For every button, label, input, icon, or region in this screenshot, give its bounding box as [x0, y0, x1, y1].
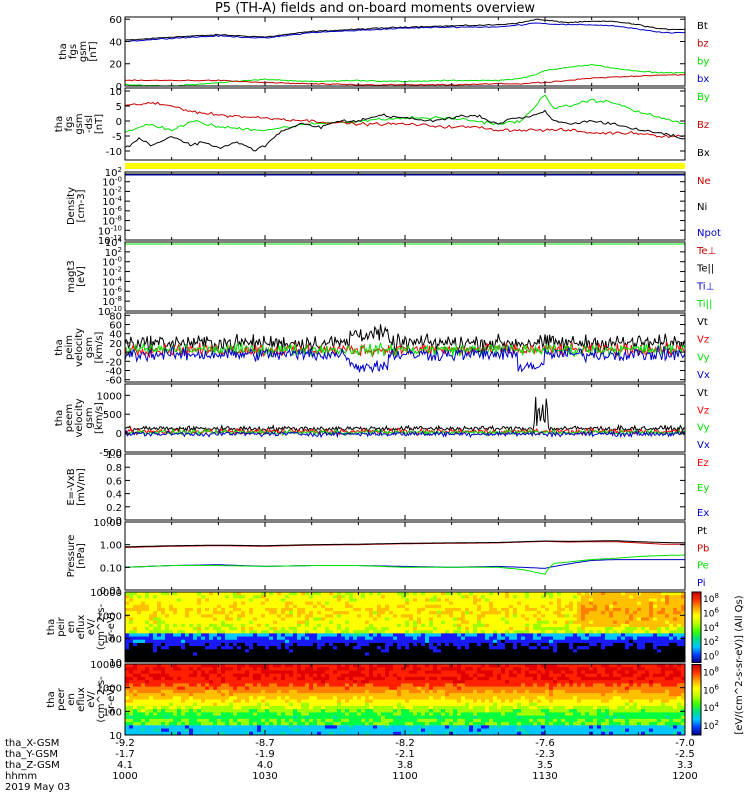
- y-axis-label: [eV]: [76, 266, 87, 287]
- y-tick-label: 0.10: [100, 563, 122, 574]
- y-tick-label: -60: [106, 376, 122, 387]
- legend-item: Ez: [697, 458, 709, 469]
- panel-p3: 10210-010-210-410-610-810-1010-12Density…: [66, 166, 721, 247]
- y-axis-label: [nT]: [88, 41, 99, 61]
- y-tick-label: 0.8: [106, 463, 122, 474]
- legend-item: Bx: [697, 148, 710, 159]
- legend-item: Vx: [697, 440, 710, 451]
- legend-item: Ex: [697, 508, 709, 519]
- y-axis-label: [nPa]: [76, 543, 87, 569]
- legend-item: Vy: [697, 352, 710, 363]
- y-tick-label: 0.6: [106, 476, 122, 487]
- y-tick-label: 10.00: [93, 518, 122, 529]
- panel-frame: [125, 242, 685, 311]
- legend-item: bz: [697, 39, 709, 50]
- plot-area-p9: [125, 592, 686, 663]
- series-line-pb: [125, 541, 685, 547]
- legend-item: Pe: [697, 561, 709, 572]
- y-axis-label: [km/s]: [94, 402, 105, 434]
- panel-p4: 10410210-010-210-410-610-810-10magt3[eV]…: [66, 236, 716, 318]
- legend-item: Vt: [697, 317, 708, 328]
- y-tick-label: 40: [109, 37, 122, 48]
- legend-item: Vx: [697, 370, 710, 381]
- y-tick-label: -5: [112, 132, 122, 143]
- legend-item: Bz: [697, 120, 709, 131]
- y-tick-label: 0: [116, 117, 122, 128]
- legend-item: Ni: [697, 202, 707, 213]
- series-line-bx: [125, 110, 685, 150]
- y-axis-label: sr-eV): [106, 612, 117, 641]
- series-line-vt: [125, 397, 685, 432]
- y-tick-label: -10: [106, 147, 122, 158]
- y-tick-label: 10000: [90, 588, 122, 599]
- y-tick-label: 1000: [97, 391, 122, 402]
- legend-item: Ti||: [696, 299, 712, 310]
- y-tick-label: 1.0: [106, 450, 122, 461]
- legend-item: Vy: [697, 423, 710, 434]
- y-tick-label: 10: [109, 87, 122, 98]
- legend-item: Npot: [697, 228, 721, 239]
- y-tick-label: 5: [116, 102, 122, 113]
- y-axis-label: [mV/m]: [76, 468, 87, 506]
- y-tick-label: 20: [109, 60, 122, 71]
- y-tick-label: 500: [103, 410, 122, 421]
- series-line-bt: [125, 19, 685, 40]
- panel-frame: [125, 522, 685, 590]
- legend-item: By: [697, 92, 710, 103]
- legend-item: by: [697, 56, 709, 67]
- legend-item: Pi: [697, 578, 706, 589]
- legend-item: Vz: [697, 405, 709, 416]
- y-axis-label: [cm-3]: [76, 189, 87, 222]
- plot-area-p1: [125, 19, 685, 86]
- plot-area-p10: [125, 664, 686, 736]
- legend-item: Ey: [697, 483, 709, 494]
- y-axis-label: [km/s]: [94, 331, 105, 363]
- panel-frame: [125, 384, 685, 452]
- page-title: P5 (TH-A) fields and on-board moments ov…: [0, 1, 750, 16]
- legend-item: Vz: [697, 335, 709, 346]
- y-tick-label: 0: [116, 429, 122, 440]
- legend-item: Te⊥: [696, 246, 716, 257]
- series-line-bz: [125, 102, 685, 137]
- plot-area-p8: [125, 541, 685, 575]
- legend-item: Bt: [697, 21, 708, 32]
- legend-item: Pb: [697, 543, 709, 554]
- legend-item: Te||: [696, 264, 714, 275]
- y-axis-label: [nT]: [94, 114, 105, 134]
- legend-item: Vt: [697, 388, 708, 399]
- y-tick-label: 60: [109, 15, 122, 26]
- y-tick-label: 0.2: [106, 503, 122, 514]
- panel-frame: [125, 172, 685, 240]
- y-tick-label: 1.00: [100, 541, 122, 552]
- legend-item: Ne: [697, 176, 711, 187]
- panel-frame: [125, 454, 685, 520]
- y-tick-label: 0.4: [106, 490, 122, 501]
- legend-item: bx: [697, 74, 709, 85]
- panel-frame: [125, 17, 685, 86]
- legend-item: Pt: [697, 526, 707, 537]
- plot-area-p2: [125, 95, 685, 151]
- series-line-bz: [125, 23, 685, 42]
- legend-item: Ti⊥: [696, 281, 714, 292]
- plot-area-p6: [125, 397, 685, 437]
- plot-area-p5: [125, 324, 685, 372]
